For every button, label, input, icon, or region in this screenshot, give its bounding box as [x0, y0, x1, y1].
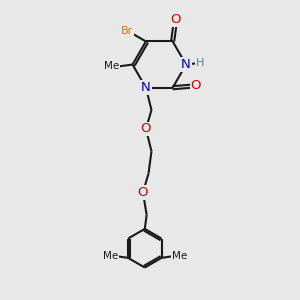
Text: O: O [190, 80, 201, 92]
Text: Me: Me [104, 61, 120, 71]
Text: H: H [196, 58, 204, 68]
Text: O: O [170, 13, 181, 26]
Text: O: O [141, 122, 151, 136]
Text: O: O [138, 186, 148, 199]
Text: N: N [181, 58, 191, 71]
Text: N: N [141, 81, 151, 94]
Text: Me: Me [172, 251, 187, 261]
Text: Br: Br [121, 26, 134, 36]
Text: Me: Me [103, 251, 118, 261]
